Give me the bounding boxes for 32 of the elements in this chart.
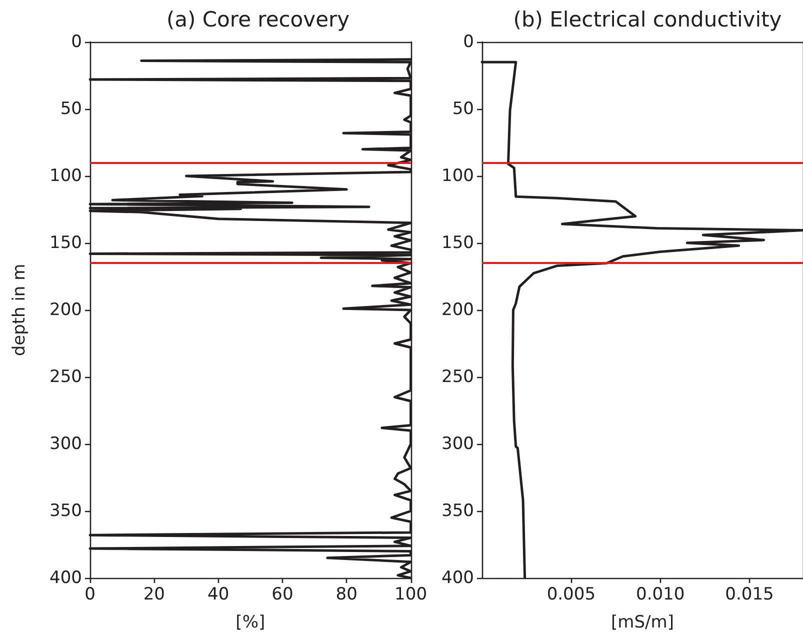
x-tick-label: 20	[143, 584, 165, 604]
y-tick-label: 50	[60, 99, 82, 119]
chart-title: (a) Core recovery	[166, 8, 350, 32]
y-axis-title: depth in m	[10, 264, 30, 356]
x-tick-label: 40	[207, 584, 230, 604]
y-tick-label: 50	[452, 99, 474, 119]
x-tick-label: 0.015	[725, 584, 774, 604]
y-tick-label: 250	[50, 367, 82, 387]
x-tick-label: 100	[394, 584, 428, 604]
x-tick-label: 0.010	[636, 584, 685, 604]
y-tick-label: 400	[50, 568, 82, 588]
y-tick-label: 150	[442, 233, 474, 253]
x-tick-label: 0	[84, 584, 96, 604]
x-tick-label: 0.005	[546, 584, 596, 604]
y-tick-label: 400	[442, 568, 474, 588]
y-tick-label: 0	[463, 32, 474, 52]
y-tick-label: 350	[50, 501, 82, 521]
y-tick-label: 250	[442, 367, 474, 387]
y-tick-label: 300	[442, 434, 474, 454]
x-tick-label: 60	[272, 584, 294, 604]
x-axis-title: [%]	[236, 612, 266, 632]
x-axis-title: [mS/m]	[611, 612, 674, 632]
y-tick-label: 200	[50, 300, 82, 320]
y-tick-label: 100	[442, 166, 474, 186]
y-tick-label: 150	[50, 233, 82, 253]
x-tick-label: 80	[336, 584, 358, 604]
y-tick-label: 350	[442, 501, 474, 521]
y-tick-label: 300	[50, 434, 82, 454]
y-tick-label: 0	[71, 32, 82, 52]
y-tick-label: 100	[50, 166, 82, 186]
chart-title: (b) Electrical conductivity	[513, 8, 782, 32]
y-tick-label: 200	[442, 300, 474, 320]
